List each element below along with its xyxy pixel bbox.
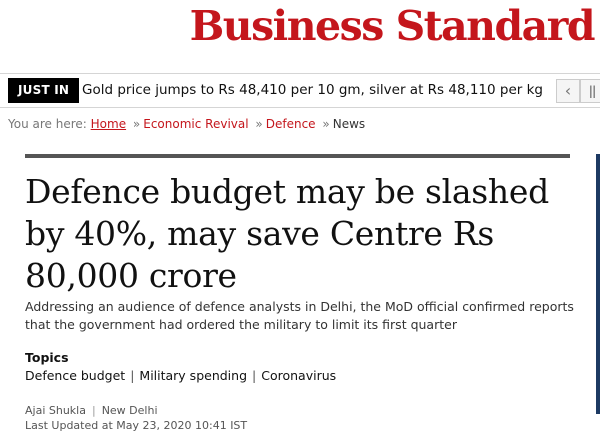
breadcrumb-economic-revival-link[interactable]: Economic Revival [143, 117, 249, 131]
byline: Ajai Shukla | New Delhi [25, 404, 158, 417]
breadcrumb-label: You are here: [8, 117, 87, 131]
topic-separator: | [130, 368, 135, 383]
breadcrumb-home-link[interactable]: Home [90, 117, 127, 131]
dateline-location: New Delhi [101, 404, 158, 417]
article-summary: Addressing an audience of defence analys… [25, 299, 574, 332]
section-divider [25, 154, 570, 158]
breadcrumb-defence-link[interactable]: Defence [265, 117, 316, 131]
byline-separator: | [91, 404, 96, 417]
breadcrumb-separator: » [132, 117, 141, 131]
topics-heading: Topics [25, 350, 69, 365]
site-logo[interactable]: Business Standard [189, 2, 596, 50]
chevron-left-icon[interactable]: ‹ [556, 79, 580, 103]
topic-link-defence-budget[interactable]: Defence budget [25, 368, 126, 383]
topic-link-coronavirus[interactable]: Coronavirus [261, 368, 337, 383]
article-headline: Defence budget may be slashed by 40%, ma… [25, 172, 549, 295]
news-ticker: JUST IN Gold price jumps to Rs 48,410 pe… [0, 73, 600, 108]
pause-icon[interactable]: || [580, 79, 600, 103]
breadcrumb-separator: » [322, 117, 330, 131]
topics-list: Defence budget | Military spending | Coronav… [25, 368, 336, 383]
breadcrumb-current: News [332, 117, 366, 131]
masthead: Business Standard [0, 0, 600, 70]
just-in-badge: JUST IN [8, 78, 80, 103]
breadcrumb-separator: » [255, 117, 263, 131]
last-updated: Last Updated at May 23, 2020 10:41 IST [25, 419, 248, 432]
sidebar-ad-edge [596, 154, 600, 414]
ticker-headline-link[interactable]: Gold price jumps to Rs 48,410 per 10 gm,… [82, 82, 544, 98]
topic-link-military-spending[interactable]: Military spending [139, 368, 248, 383]
breadcrumb: You are here: Home » Economic Revival » De… [8, 117, 365, 131]
author-link[interactable]: Ajai Shukla [25, 404, 86, 417]
topic-separator: | [252, 368, 257, 383]
